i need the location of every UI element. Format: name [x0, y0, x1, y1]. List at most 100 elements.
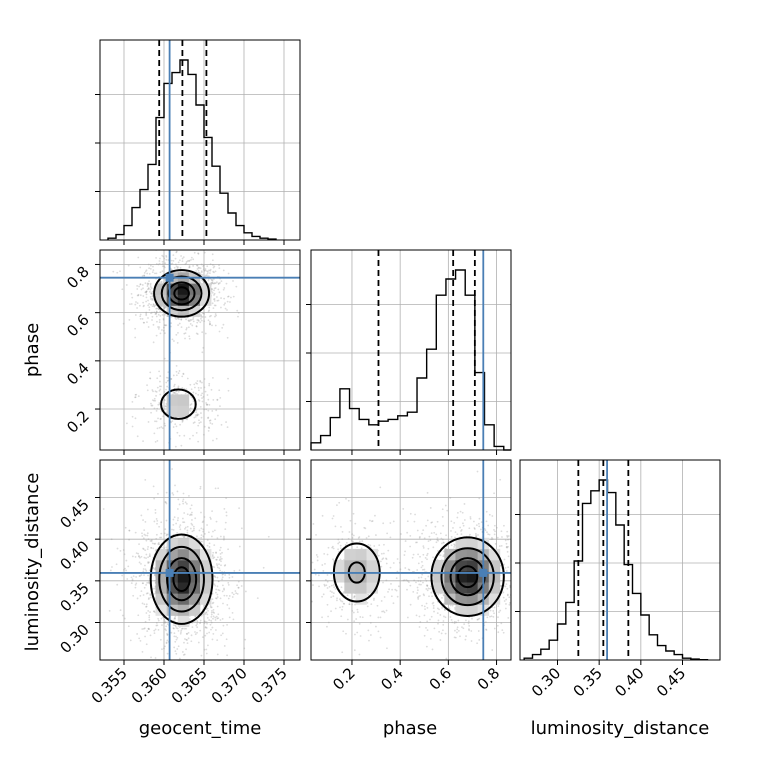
sample-point [140, 590, 143, 593]
sample-point [175, 364, 178, 367]
sample-point [212, 399, 215, 401]
sample-point [337, 542, 340, 545]
sample-point [164, 528, 167, 531]
sample-point [415, 581, 417, 584]
sample-point [180, 318, 183, 321]
sample-point [453, 521, 456, 524]
sample-point [231, 596, 234, 598]
sample-point [192, 434, 194, 437]
sample-point [217, 487, 220, 490]
sample-point [161, 648, 163, 651]
sample-point [207, 531, 210, 534]
sample-point [175, 425, 178, 428]
sample-point [369, 614, 372, 617]
density-cell [488, 560, 501, 572]
sample-point [356, 611, 359, 613]
sample-point [144, 620, 147, 623]
sample-point [217, 299, 220, 302]
sample-point [485, 629, 488, 631]
sample-point [155, 315, 158, 318]
sample-point [164, 306, 166, 309]
sample-point [187, 320, 190, 322]
sample-point [353, 595, 356, 598]
sample-point [476, 642, 479, 645]
sample-point [422, 546, 425, 549]
sample-point [217, 588, 220, 591]
sample-point [176, 519, 179, 522]
sample-point [173, 392, 176, 395]
sample-point [200, 316, 203, 318]
sample-point [426, 584, 429, 587]
sample-point [397, 585, 400, 588]
sample-point [176, 431, 179, 434]
sample-point [148, 614, 151, 617]
sample-point [213, 287, 216, 290]
sample-point [145, 583, 147, 586]
sample-point [413, 579, 416, 582]
sample-point [505, 598, 508, 601]
sample-point [206, 539, 209, 542]
sample-point [370, 520, 373, 523]
sample-point [444, 608, 447, 611]
sample-point [216, 593, 219, 596]
sample-point [143, 627, 146, 630]
sample-point [460, 530, 462, 532]
sample-point [423, 605, 426, 608]
sample-point [143, 274, 146, 277]
sample-point [220, 564, 222, 567]
sample-point [149, 377, 151, 380]
sample-point [163, 547, 166, 549]
sample-point [165, 305, 167, 308]
sample-point [442, 620, 445, 622]
sample-point [417, 596, 419, 599]
panel-geocent_time-hist [95, 39, 301, 245]
sample-point [208, 619, 211, 621]
sample-point [174, 392, 177, 395]
sample-point [145, 291, 147, 294]
sample-point [330, 584, 333, 587]
sample-point [213, 300, 216, 302]
sample-point [163, 621, 166, 624]
sample-point [153, 397, 156, 400]
sample-point [469, 517, 472, 520]
sample-point [215, 551, 217, 554]
sample-point [131, 415, 134, 418]
sample-point [156, 439, 159, 442]
sample-point [153, 432, 156, 435]
sample-point [149, 282, 152, 285]
sample-point [158, 318, 161, 321]
sample-point [219, 405, 221, 408]
sample-point [157, 619, 160, 622]
sample-point [463, 503, 466, 505]
sample-point [221, 578, 223, 581]
density-cell [455, 560, 467, 572]
sample-point [497, 666, 499, 668]
sample-point [186, 529, 189, 532]
sample-point [198, 529, 201, 532]
sample-point [189, 527, 192, 530]
sample-point [321, 514, 324, 517]
sample-point [213, 575, 216, 578]
sample-point [175, 635, 177, 638]
sample-point [212, 615, 215, 618]
sample-point [155, 394, 157, 397]
sample-point [438, 630, 441, 633]
sample-point [480, 521, 483, 524]
sample-point [307, 520, 309, 522]
sample-point [161, 281, 163, 283]
sample-point [145, 290, 148, 293]
sample-point [146, 285, 149, 288]
sample-point [504, 539, 507, 542]
sample-point [151, 305, 154, 308]
sample-point [196, 621, 199, 623]
density-cell [455, 593, 467, 605]
sample-point [199, 405, 202, 408]
panel-phase-hist [306, 249, 512, 455]
sample-point [223, 564, 226, 567]
sample-point [184, 501, 187, 504]
sample-point [210, 388, 213, 391]
contour-level-3 [457, 565, 479, 589]
sample-point [426, 629, 429, 632]
sample-point [369, 544, 372, 547]
density-cell [177, 283, 190, 295]
